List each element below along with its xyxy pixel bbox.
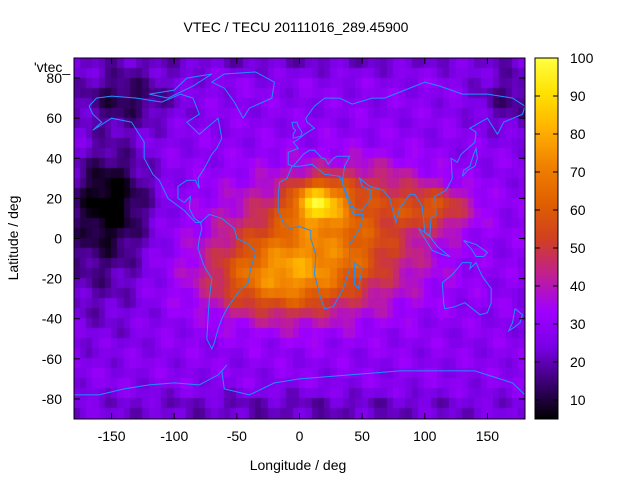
colorbar-tick-label: 10 [570,392,586,408]
y-tick-label: 40 [46,150,62,166]
colorbar-tick-label: 90 [570,88,586,104]
australia-coast [441,261,492,316]
new-zealand-coast [507,308,524,333]
south-america-coast [197,213,257,351]
x-tick-label: 150 [476,428,500,444]
japan-coast [461,146,478,177]
y-tick-label: -40 [42,311,62,327]
vtec-heatmap [74,58,525,419]
y-axis-ticks: -80 -60 -40 -20 0 20 40 60 80 [42,70,525,407]
plot-key-label: 'vtec_ [34,59,70,75]
colorbar [534,57,559,420]
y-tick-label: 80 [46,70,62,86]
colorbar-tick-label: 60 [570,202,586,218]
y-tick-label: 60 [46,110,62,126]
colorbar-tick-label: 30 [570,316,586,332]
y-tick-label: -80 [42,391,62,407]
x-tick-label: 0 [296,428,304,444]
x-tick-label: -150 [98,428,126,444]
colorbar-tick-label: 20 [570,354,586,370]
madagascar-coast [354,262,363,290]
chart-title: VTEC / TECU 20111016_289.45900 [184,19,409,35]
y-tick-label: 20 [46,190,62,206]
new-guinea-coast [463,240,489,257]
x-axis-label: Longitude / deg [250,457,347,473]
y-tick-label: -60 [42,351,62,367]
antarctica-coast [74,364,526,396]
y-tick-label: 0 [54,231,62,247]
coastline-overlay [74,71,526,396]
y-axis-label: Latitude / deg [5,196,21,281]
x-tick-label: -50 [227,428,247,444]
colorbar-tick-label: 50 [570,240,586,256]
indonesia-coast [418,228,451,257]
x-tick-label: 50 [354,428,370,444]
y-tick-label: -20 [42,271,62,287]
uk-coast [291,121,303,139]
x-tick-label: -100 [160,428,188,444]
colorbar-ticks: 10 20 30 40 50 60 70 80 90 100 [535,50,594,408]
colorbar-tick-label: 100 [570,50,594,66]
colorbar-tick-label: 40 [570,278,586,294]
x-axis-ticks: -150 -100 -50 0 50 100 150 [98,58,500,444]
africa-coast [277,163,365,310]
colorbar-tick-label: 70 [570,164,586,180]
arctic-islands-coast [149,73,213,99]
x-tick-label: 100 [413,428,437,444]
north-america-coast [88,93,223,223]
colorbar-tick-label: 80 [570,126,586,142]
eurasia-coast [287,81,526,238]
greenland-coast [210,71,275,119]
